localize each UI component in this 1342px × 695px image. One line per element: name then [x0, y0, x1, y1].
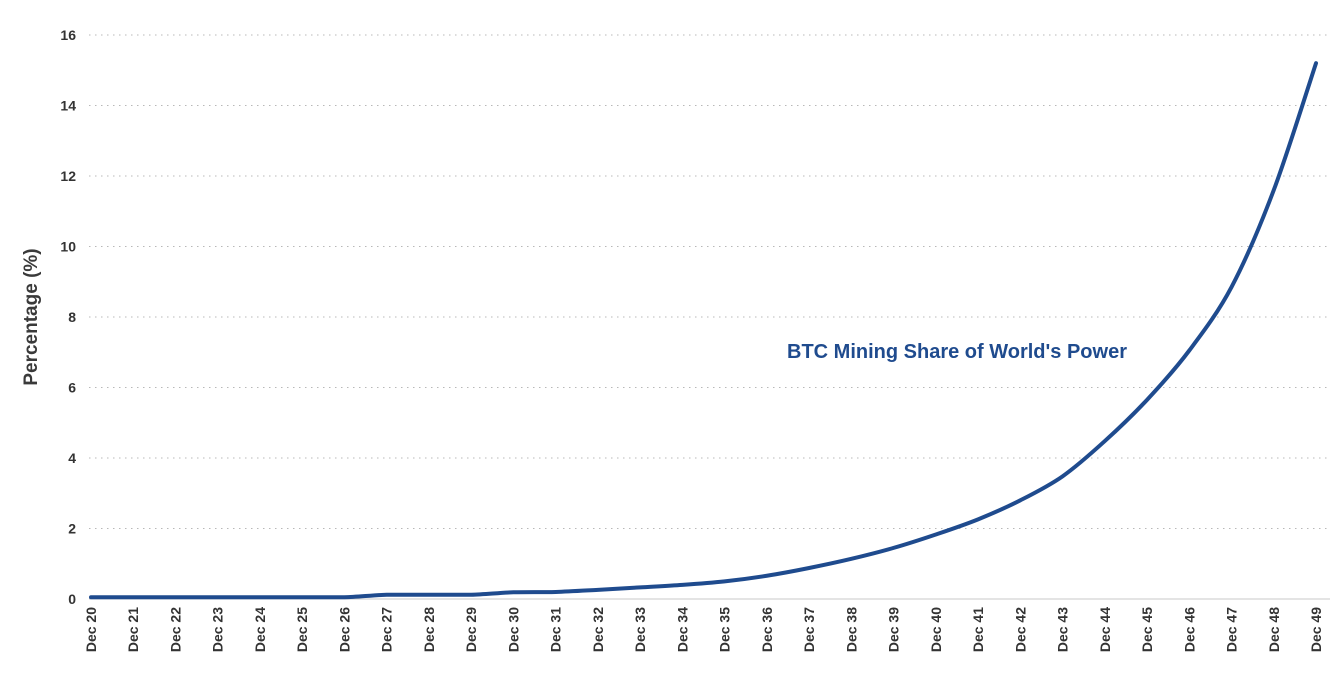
x-tick-label: Dec 38	[843, 607, 859, 652]
x-tick-label: Dec 25	[294, 607, 310, 652]
x-tick-label: Dec 48	[1266, 607, 1282, 652]
y-tick-label: 0	[68, 591, 76, 607]
y-tick-label: 6	[68, 380, 76, 396]
x-tick-label: Dec 36	[759, 607, 775, 652]
x-tick-label: Dec 35	[717, 607, 733, 652]
y-tick-label: 2	[68, 521, 76, 537]
x-tick-label: Dec 39	[886, 607, 902, 652]
x-tick-label: Dec 43	[1055, 607, 1071, 652]
x-tick-label: Dec 47	[1224, 607, 1240, 652]
x-tick-label: Dec 30	[505, 607, 521, 652]
y-tick-label: 12	[60, 168, 76, 184]
x-tick-label: Dec 31	[548, 607, 564, 652]
y-tick-label: 10	[60, 239, 76, 255]
x-tick-label: Dec 21	[125, 607, 141, 652]
x-tick-label: Dec 24	[252, 607, 268, 652]
series-layer	[89, 61, 1318, 600]
x-tick-label: Dec 44	[1097, 607, 1113, 652]
x-tick-label: Dec 29	[463, 607, 479, 652]
grid-layer	[89, 34, 1330, 600]
x-tick-label: Dec 20	[83, 607, 99, 652]
x-tick-label: Dec 22	[167, 607, 183, 652]
x-tick-label: Dec 34	[674, 607, 690, 652]
y-axis: 0 2 4 6 8 10 12 14 16	[60, 27, 76, 607]
x-tick-label: Dec 41	[970, 607, 986, 652]
x-tick-label: Dec 33	[632, 607, 648, 652]
y-tick-label: 8	[68, 309, 76, 325]
y-tick-label: 16	[60, 27, 76, 43]
x-tick-label: Dec 45	[1139, 607, 1155, 652]
x-tick-label: Dec 49	[1308, 607, 1324, 652]
y-axis-title: Percentage (%)	[21, 248, 42, 385]
x-tick-label: Dec 40	[928, 607, 944, 652]
x-tick-label: Dec 46	[1181, 607, 1197, 652]
y-tick-label: 14	[60, 98, 76, 114]
x-tick-label: Dec 42	[1012, 607, 1028, 652]
x-tick-label: Dec 37	[801, 607, 817, 652]
y-tick-label: 4	[68, 450, 76, 466]
series-line-btc-mining-share	[89, 61, 1318, 600]
x-tick-label: Dec 28	[421, 607, 437, 652]
x-tick-label: Dec 32	[590, 607, 606, 652]
x-axis: Dec 20 Dec 21 Dec 22 Dec 23 Dec 24 Dec 25 Dec …	[83, 607, 1324, 652]
x-tick-label: Dec 23	[210, 607, 226, 652]
x-tick-label: Dec 27	[379, 607, 395, 652]
x-tick-label: Dec 26	[336, 607, 352, 652]
series-annotation: BTC Mining Share of World's Power	[787, 341, 1127, 363]
